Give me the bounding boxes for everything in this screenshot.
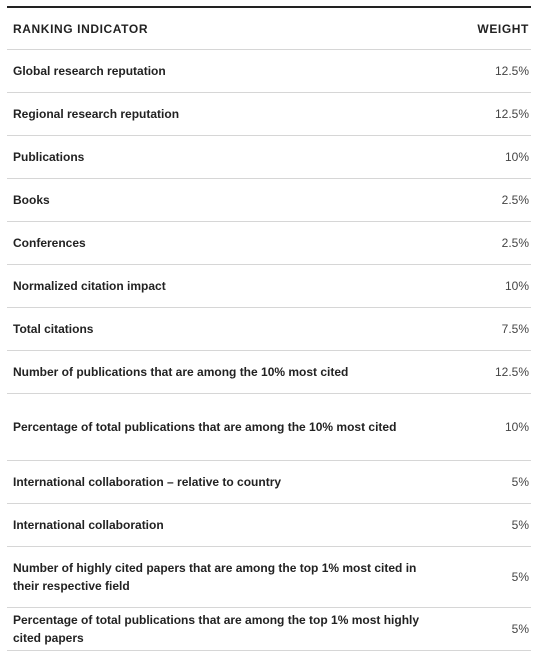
indicator-cell: Publications bbox=[13, 150, 85, 164]
indicator-cell: Number of publications that are among th… bbox=[13, 365, 349, 379]
weight-cell: 12.5% bbox=[494, 107, 529, 121]
weight-cell: 12.5% bbox=[494, 365, 529, 379]
ranking-indicators-table: RANKING INDICATOR WEIGHT Global research… bbox=[7, 6, 531, 651]
weight-cell: 10% bbox=[504, 150, 529, 164]
column-header-weight: WEIGHT bbox=[477, 21, 529, 36]
indicator-cell: International collaboration – relative t… bbox=[13, 475, 282, 489]
indicator-cell: Number of highly cited papers that are a… bbox=[13, 561, 417, 593]
table-header: RANKING INDICATOR WEIGHT bbox=[7, 8, 531, 50]
table-row: Percentage of total publications that ar… bbox=[7, 394, 531, 461]
indicator-cell: Percentage of total publications that ar… bbox=[13, 420, 397, 434]
weight-cell: 2.5% bbox=[501, 236, 529, 250]
table-row: Percentage of total publications that ar… bbox=[7, 608, 531, 651]
table-row: International collaboration – relative t… bbox=[7, 461, 531, 504]
weight-cell: 7.5% bbox=[501, 322, 529, 336]
indicator-cell: Global research reputation bbox=[13, 64, 166, 78]
table-row: Total citations 7.5% bbox=[7, 308, 531, 351]
weight-cell: 12.5% bbox=[494, 64, 529, 78]
table-row: Number of publications that are among th… bbox=[7, 351, 531, 394]
indicator-cell: Conferences bbox=[13, 236, 86, 250]
table-row: Publications 10% bbox=[7, 136, 531, 179]
weight-cell: 2.5% bbox=[501, 193, 529, 207]
weight-cell: 5% bbox=[511, 518, 529, 532]
weight-cell: 10% bbox=[504, 279, 529, 293]
indicator-cell: Regional research reputation bbox=[13, 107, 180, 121]
table-row: Number of highly cited papers that are a… bbox=[7, 547, 531, 608]
indicator-cell: Books bbox=[13, 193, 50, 207]
indicator-cell: Total citations bbox=[13, 322, 94, 336]
column-header-ranking-indicator: RANKING INDICATOR bbox=[13, 21, 149, 36]
weight-cell: 5% bbox=[511, 475, 529, 489]
table-row: Normalized citation impact 10% bbox=[7, 265, 531, 308]
table-row: Books 2.5% bbox=[7, 179, 531, 222]
indicator-cell: Normalized citation impact bbox=[13, 279, 166, 293]
weight-cell: 5% bbox=[511, 570, 529, 584]
table-row: International collaboration 5% bbox=[7, 504, 531, 547]
weight-cell: 5% bbox=[511, 622, 529, 636]
weight-cell: 10% bbox=[504, 420, 529, 434]
table-row: Global research reputation 12.5% bbox=[7, 50, 531, 93]
indicator-cell: International collaboration bbox=[13, 518, 164, 532]
indicator-cell: Percentage of total publications that ar… bbox=[13, 613, 420, 645]
table-row: Regional research reputation 12.5% bbox=[7, 93, 531, 136]
table-row: Conferences 2.5% bbox=[7, 222, 531, 265]
